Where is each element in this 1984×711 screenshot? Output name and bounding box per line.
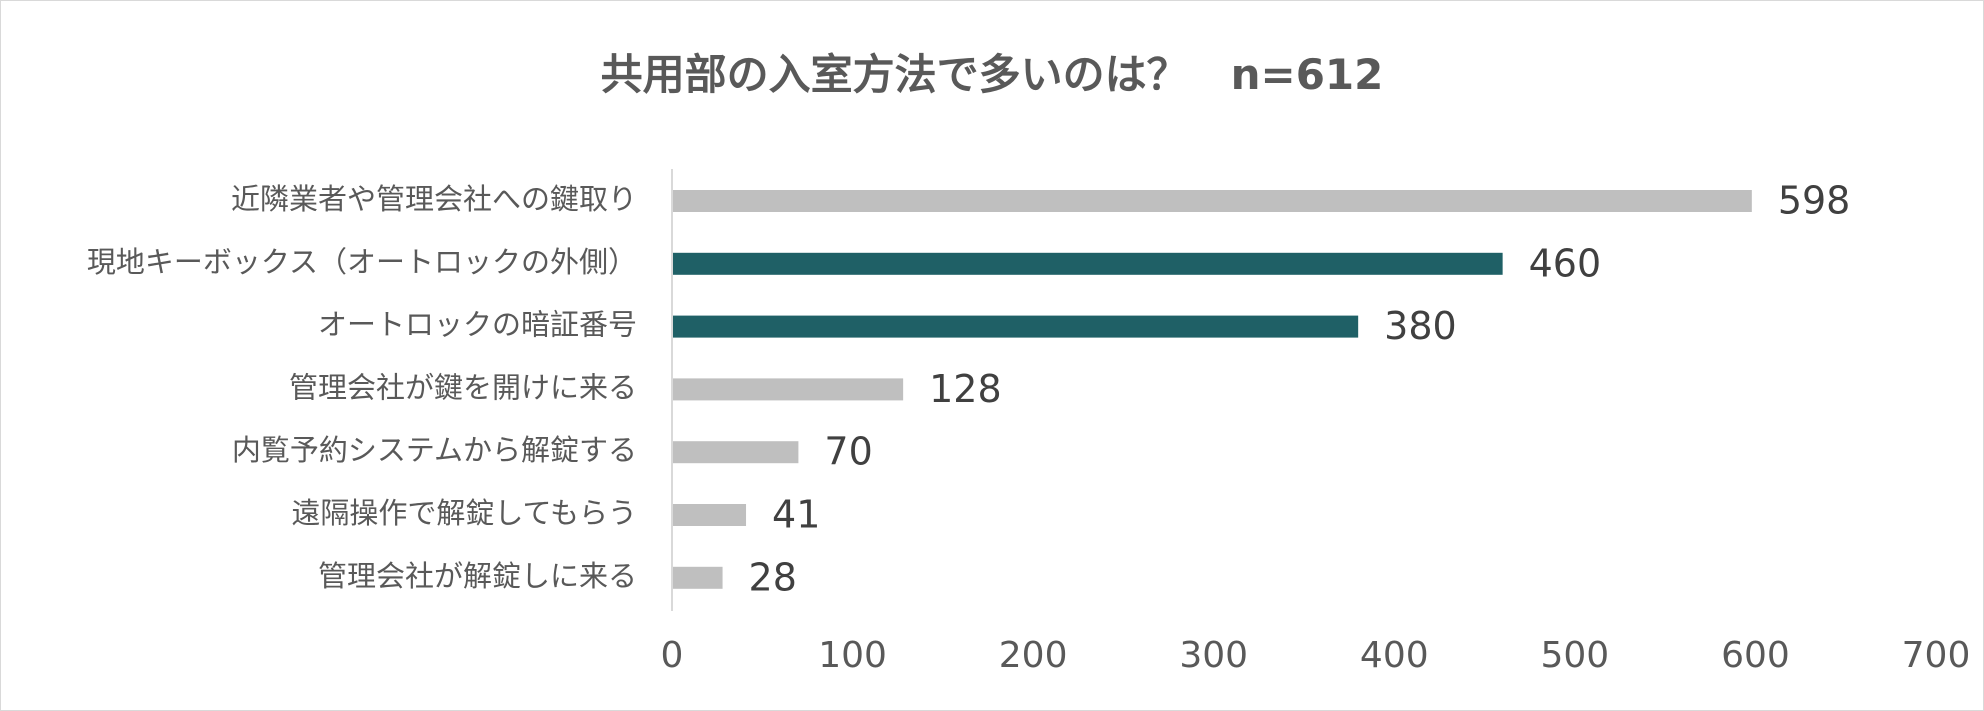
bar-7 bbox=[673, 566, 723, 589]
x-tick-label-100: 100 bbox=[818, 635, 887, 676]
data-label-6: 41 bbox=[772, 493, 820, 537]
chart-title: 共用部の入室方法で多いのは？ n=612 bbox=[601, 50, 1384, 99]
bar-6 bbox=[673, 504, 747, 526]
x-tick-label-400: 400 bbox=[1360, 635, 1429, 676]
bar-2 bbox=[673, 252, 1503, 275]
category-label-7: 管理会社が解錠しに来る bbox=[318, 559, 637, 593]
bar-3 bbox=[673, 315, 1359, 338]
x-tick-label-300: 300 bbox=[1179, 635, 1248, 676]
x-axis-ticks: 0 100 200 300 400 500 600 700 bbox=[661, 635, 1971, 676]
x-tick-label-200: 200 bbox=[999, 635, 1068, 676]
data-label-7: 28 bbox=[749, 555, 797, 599]
bar-1 bbox=[673, 190, 1752, 212]
data-label-4: 128 bbox=[929, 367, 1002, 411]
category-label-6: 遠隔操作で解錠してもらう bbox=[291, 496, 637, 530]
bars-group bbox=[673, 190, 1752, 589]
x-tick-label-0: 0 bbox=[661, 635, 684, 676]
x-tick-label-500: 500 bbox=[1540, 635, 1609, 676]
category-label-1: 近隣業者や管理会社への鍵取り bbox=[231, 182, 637, 216]
x-tick-label-700: 700 bbox=[1902, 635, 1971, 676]
bar-5 bbox=[673, 441, 799, 464]
x-tick-label-600: 600 bbox=[1721, 635, 1790, 676]
data-label-3: 380 bbox=[1384, 304, 1457, 348]
data-label-2: 460 bbox=[1529, 241, 1602, 285]
data-label-1: 598 bbox=[1778, 179, 1851, 223]
data-label-5: 70 bbox=[824, 430, 872, 474]
category-label-4: 管理会社が鍵を開けに来る bbox=[289, 370, 637, 404]
category-label-5: 内覧予約システムから解錠する bbox=[232, 433, 637, 467]
bar-4 bbox=[673, 378, 904, 401]
category-label-2: 現地キーボックス（オートロックの外側） bbox=[87, 245, 637, 279]
category-label-3: オートロックの暗証番号 bbox=[318, 308, 637, 342]
